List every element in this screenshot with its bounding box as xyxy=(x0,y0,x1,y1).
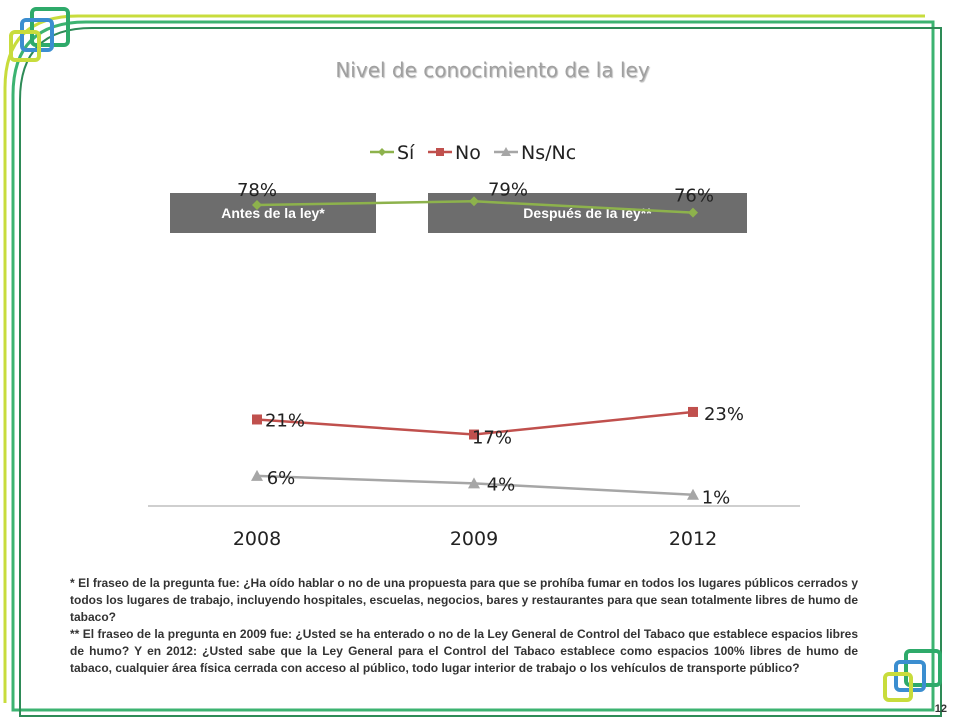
x-tick-2008: 2008 xyxy=(233,528,281,550)
data-label: 79% xyxy=(488,179,528,200)
legend-item: Ns/Nc xyxy=(494,142,576,164)
data-label: 21% xyxy=(265,410,305,431)
data-point xyxy=(469,196,479,207)
series-ns-nc: 6% 4% 1% xyxy=(251,468,730,509)
logo-icon xyxy=(9,7,70,62)
legend-label: Sí xyxy=(397,142,415,164)
legend-label: Ns/Nc xyxy=(521,142,576,164)
data-point xyxy=(468,477,480,489)
data-label: 78% xyxy=(237,180,277,201)
data-label: 76% xyxy=(674,186,714,207)
data-point xyxy=(687,488,699,500)
footnote-2: ** El fraseo de la pregunta en 2009 fue:… xyxy=(70,627,858,675)
data-point xyxy=(251,469,263,481)
chart-title: Nivel de conocimiento de la ley xyxy=(335,58,650,82)
footnotes: * El fraseo de la pregunta fue: ¿Ha oído… xyxy=(70,575,858,677)
page-number: 12 xyxy=(934,703,947,715)
series-no: 21% 17% 23% xyxy=(252,404,744,449)
x-tick-2009: 2009 xyxy=(450,528,498,550)
data-label: 6% xyxy=(267,468,296,489)
data-label: 23% xyxy=(704,404,744,425)
legend-item: No xyxy=(428,142,481,164)
data-point xyxy=(688,406,698,417)
data-point xyxy=(688,207,698,218)
legend-label: No xyxy=(455,142,481,164)
series-layer: 78% 79% 76% 21% 17% 23% 6% 4% 1% xyxy=(237,179,744,508)
data-point xyxy=(469,429,479,440)
x-tick-2012: 2012 xyxy=(669,528,717,550)
data-label: 4% xyxy=(487,474,516,495)
data-label: 17% xyxy=(472,428,512,449)
data-point xyxy=(252,414,262,425)
chart-legend: Sí No Ns/Nc xyxy=(370,142,576,164)
series-s-: 78% 79% 76% xyxy=(237,179,714,218)
data-label: 1% xyxy=(702,488,731,509)
period-before-box: Antes de la ley* xyxy=(170,193,376,233)
footnote-1: * El fraseo de la pregunta fue: ¿Ha oído… xyxy=(70,576,858,624)
logo-icon-bottom xyxy=(883,649,942,702)
data-point xyxy=(252,200,262,211)
x-tick-labels: 2008 2009 2012 xyxy=(233,528,717,550)
legend-item: Sí xyxy=(370,142,415,164)
